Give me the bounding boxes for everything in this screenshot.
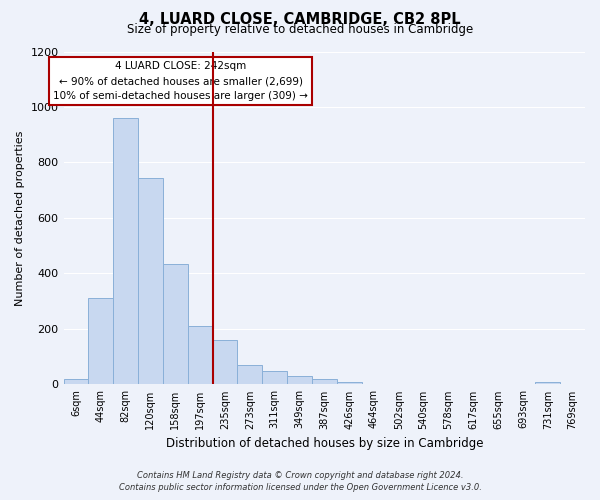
X-axis label: Distribution of detached houses by size in Cambridge: Distribution of detached houses by size …: [166, 437, 483, 450]
Bar: [113, 118, 138, 384]
Text: Contains HM Land Registry data © Crown copyright and database right 2024.
Contai: Contains HM Land Registry data © Crown c…: [119, 471, 481, 492]
Bar: [287, 376, 312, 384]
Bar: [64, 379, 88, 384]
Bar: [88, 298, 113, 384]
Bar: [238, 365, 262, 384]
Bar: [312, 380, 337, 384]
Bar: [262, 371, 287, 384]
Bar: [188, 326, 212, 384]
Bar: [535, 382, 560, 384]
Text: Size of property relative to detached houses in Cambridge: Size of property relative to detached ho…: [127, 22, 473, 36]
Y-axis label: Number of detached properties: Number of detached properties: [15, 130, 25, 306]
Bar: [138, 178, 163, 384]
Text: 4, LUARD CLOSE, CAMBRIDGE, CB2 8PL: 4, LUARD CLOSE, CAMBRIDGE, CB2 8PL: [139, 12, 461, 28]
Text: 4 LUARD CLOSE: 242sqm
← 90% of detached houses are smaller (2,699)
10% of semi-d: 4 LUARD CLOSE: 242sqm ← 90% of detached …: [53, 62, 308, 101]
Bar: [163, 264, 188, 384]
Bar: [337, 382, 362, 384]
Bar: [212, 340, 238, 384]
